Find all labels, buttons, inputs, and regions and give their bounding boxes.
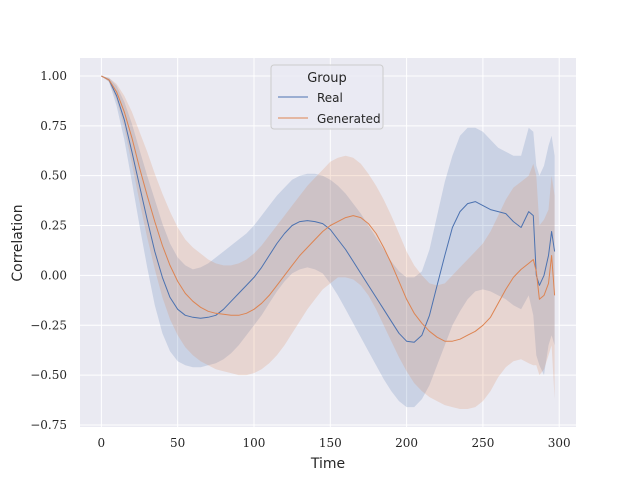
x-tick-label: 250 bbox=[471, 436, 494, 450]
x-axis-title: Time bbox=[310, 456, 345, 472]
series-line-generated bbox=[101, 75, 556, 342]
confidence-bands bbox=[101, 76, 555, 409]
y-tick-label: 0.25 bbox=[40, 219, 67, 233]
legend-label-real: Real bbox=[317, 91, 343, 105]
grid bbox=[80, 58, 576, 427]
x-tick-label: 50 bbox=[170, 436, 185, 450]
y-tick-label: −0.50 bbox=[30, 368, 67, 382]
legend-box bbox=[270, 64, 384, 130]
confidence-band-real bbox=[101, 76, 555, 408]
x-axis-ticks: 0 50 100 150 200 250 300 bbox=[98, 436, 571, 450]
y-tick-label: −0.75 bbox=[30, 418, 67, 432]
y-tick-label: 1.00 bbox=[40, 69, 67, 83]
series-lines bbox=[101, 75, 556, 343]
x-tick-label: 0 bbox=[98, 436, 106, 450]
x-tick-label: 150 bbox=[319, 436, 342, 450]
legend-label-generated: Generated bbox=[317, 112, 381, 126]
confidence-band-generated bbox=[101, 76, 555, 409]
legend: Group Real Generated bbox=[270, 64, 384, 130]
y-tick-label: −0.25 bbox=[30, 318, 67, 332]
y-axis-title: Correlation bbox=[10, 204, 26, 281]
legend-title: Group bbox=[307, 71, 347, 86]
y-tick-label: 0.50 bbox=[40, 169, 67, 183]
x-tick-label: 200 bbox=[395, 436, 418, 450]
y-tick-label: 0.00 bbox=[40, 268, 67, 282]
x-tick-label: 300 bbox=[548, 436, 571, 450]
y-axis-ticks: −0.75 −0.50 −0.25 0.00 0.25 0.50 0.75 1.00 bbox=[30, 69, 67, 432]
x-tick-label: 100 bbox=[243, 436, 266, 450]
series-line-real bbox=[101, 75, 556, 343]
y-tick-label: 0.75 bbox=[40, 119, 67, 133]
